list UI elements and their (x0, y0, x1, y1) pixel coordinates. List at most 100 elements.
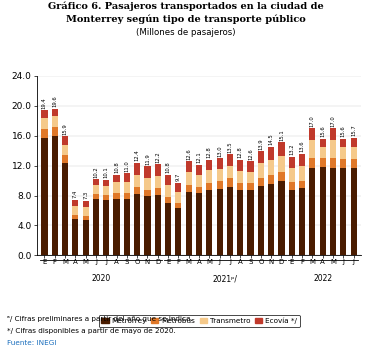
Bar (124, 173, 130, 182)
Bar (52, 136, 58, 255)
Bar (124, 199, 130, 255)
Bar (309, 158, 315, 168)
Bar (330, 128, 336, 140)
Bar (52, 109, 58, 116)
Text: 2020: 2020 (92, 274, 111, 283)
Bar (258, 151, 264, 163)
Bar (113, 182, 120, 193)
Bar (83, 201, 89, 207)
Bar (175, 203, 182, 208)
Bar (206, 183, 212, 190)
Bar (217, 189, 223, 255)
Bar (165, 203, 171, 255)
Text: 11.0: 11.0 (124, 160, 129, 171)
Bar (320, 139, 326, 147)
Bar (289, 189, 295, 255)
Bar (309, 140, 315, 158)
Bar (350, 168, 357, 255)
Bar (350, 138, 357, 147)
Bar (83, 220, 89, 255)
Legend: Metrorrey, Metrobús, Transmetro, Ecovía */: Metrorrey, Metrobús, Transmetro, Ecovía … (99, 315, 299, 327)
Bar (258, 163, 264, 178)
Bar (278, 156, 285, 171)
Bar (52, 116, 58, 127)
Bar (258, 186, 264, 255)
Bar (83, 207, 89, 216)
Bar (175, 208, 182, 255)
Bar (330, 158, 336, 168)
Bar (41, 129, 48, 138)
Bar (165, 197, 171, 203)
Bar (62, 155, 68, 162)
Bar (237, 190, 243, 255)
Bar (196, 175, 202, 187)
Text: 13.9: 13.9 (259, 138, 263, 150)
Bar (340, 139, 346, 147)
Text: 19.4: 19.4 (42, 97, 47, 109)
Bar (175, 183, 182, 192)
Bar (72, 206, 78, 215)
Bar (62, 136, 68, 145)
Text: 7.4: 7.4 (73, 190, 78, 198)
Bar (227, 187, 233, 255)
Text: 14.5: 14.5 (269, 134, 274, 145)
Text: 15.1: 15.1 (279, 129, 284, 141)
Text: 10.2: 10.2 (93, 166, 99, 178)
Text: 2021ᵖ/: 2021ᵖ/ (212, 274, 237, 283)
Text: 12.2: 12.2 (155, 151, 160, 162)
Bar (196, 193, 202, 255)
Text: 2022: 2022 (313, 274, 332, 283)
Bar (330, 168, 336, 255)
Text: 15.7: 15.7 (351, 125, 356, 136)
Bar (103, 195, 109, 200)
Bar (247, 171, 254, 183)
Bar (299, 188, 305, 255)
Bar (206, 190, 212, 255)
Text: 9.7: 9.7 (176, 173, 181, 181)
Bar (113, 199, 120, 255)
Bar (103, 186, 109, 195)
Bar (217, 181, 223, 189)
Bar (93, 185, 99, 194)
Text: 13.6: 13.6 (299, 140, 305, 152)
Bar (320, 147, 326, 158)
Bar (278, 180, 285, 255)
Bar (134, 175, 140, 187)
Bar (299, 166, 305, 180)
Text: 12.1: 12.1 (196, 151, 202, 163)
Bar (62, 146, 68, 155)
Text: 15.6: 15.6 (341, 126, 346, 137)
Bar (247, 161, 254, 171)
Text: 12.8: 12.8 (238, 146, 243, 158)
Bar (289, 182, 295, 189)
Bar (155, 164, 161, 176)
Bar (340, 168, 346, 255)
Bar (217, 158, 223, 169)
Text: Fuente: INEGI: Fuente: INEGI (7, 340, 57, 345)
Bar (41, 138, 48, 255)
Bar (278, 171, 285, 180)
Text: 7.3: 7.3 (83, 191, 88, 199)
Bar (72, 215, 78, 219)
Bar (103, 200, 109, 255)
Bar (289, 168, 295, 182)
Text: 12.8: 12.8 (207, 146, 212, 158)
Bar (340, 159, 346, 168)
Bar (237, 160, 243, 171)
Bar (309, 168, 315, 255)
Bar (155, 195, 161, 255)
Text: 10.8: 10.8 (166, 161, 171, 173)
Bar (41, 118, 48, 129)
Bar (186, 192, 192, 255)
Bar (320, 167, 326, 255)
Bar (93, 179, 99, 185)
Text: 17.0: 17.0 (330, 115, 336, 127)
Text: ᵃ/ Cifras preliminares a partir del año que se indica.: ᵃ/ Cifras preliminares a partir del año … (7, 316, 193, 322)
Bar (196, 187, 202, 193)
Bar (320, 158, 326, 167)
Text: 12.6: 12.6 (248, 148, 253, 160)
Bar (227, 155, 233, 166)
Bar (134, 194, 140, 255)
Text: 12.6: 12.6 (186, 148, 191, 160)
Bar (268, 175, 274, 184)
